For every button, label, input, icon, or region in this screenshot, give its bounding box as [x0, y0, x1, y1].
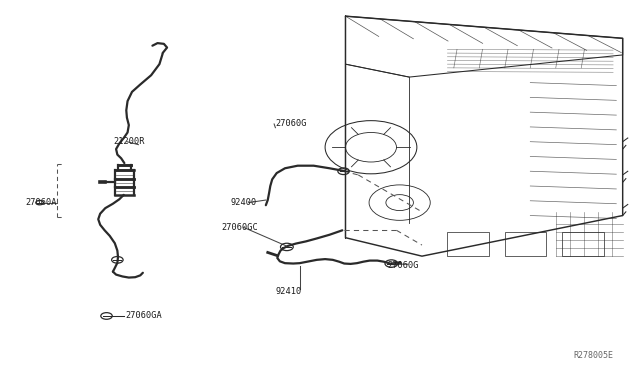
Bar [505, 232, 546, 256]
Text: 27060G: 27060G [387, 261, 419, 270]
Text: 21200R: 21200R [113, 137, 145, 146]
Bar [447, 232, 489, 256]
Bar [562, 232, 604, 256]
Text: 92410: 92410 [275, 287, 301, 296]
Text: 92400: 92400 [231, 198, 257, 207]
Text: 27060G: 27060G [275, 119, 307, 128]
Text: R278005E: R278005E [573, 350, 613, 359]
Text: 27060GA: 27060GA [125, 311, 163, 320]
Text: 27060A: 27060A [26, 198, 57, 207]
Text: 27060GC: 27060GC [221, 223, 258, 232]
